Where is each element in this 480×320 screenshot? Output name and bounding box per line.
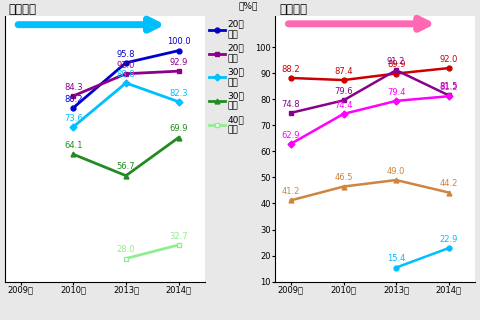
- Line: 30代
前半: 30代 前半: [71, 81, 181, 129]
- Text: 15.4: 15.4: [387, 254, 406, 263]
- Text: 79.4: 79.4: [387, 88, 406, 97]
- Text: 92.0: 92.0: [117, 60, 135, 69]
- Text: 81.5: 81.5: [440, 82, 458, 91]
- Line: 30代
後半: 30代 後半: [71, 135, 181, 178]
- Text: 84.3: 84.3: [64, 83, 83, 92]
- Text: 81.2: 81.2: [440, 83, 458, 92]
- 20代
前半: [288, 76, 294, 80]
- Text: 74.8: 74.8: [282, 100, 300, 109]
- 30代
前半: [123, 81, 129, 85]
- 20代
前半: [71, 106, 76, 110]
- Line: 20代
後半: 20代 後半: [71, 69, 181, 98]
- 20代
後半: [446, 93, 452, 97]
- 40代
前半: [393, 266, 399, 269]
- 20代
前半: [123, 61, 129, 65]
- Line: 30代
後半: 30代 後半: [288, 178, 451, 203]
- 40代
前半: [446, 246, 452, 250]
- Text: 69.9: 69.9: [169, 124, 188, 133]
- Text: 100.0: 100.0: [167, 37, 191, 46]
- Text: 41.2: 41.2: [282, 187, 300, 196]
- 30代
前半: [393, 99, 399, 103]
- 30代
後半: [288, 198, 294, 202]
- Line: 40代
前半: 40代 前半: [394, 245, 451, 270]
- Text: 44.2: 44.2: [440, 180, 458, 188]
- 30代
後半: [393, 178, 399, 182]
- Text: 32.7: 32.7: [169, 232, 188, 241]
- 30代
前半: [176, 100, 181, 104]
- 40代
前半: [176, 243, 181, 247]
- 30代
後半: [341, 185, 347, 188]
- Text: 【女性】: 【女性】: [279, 3, 307, 16]
- Line: 20代
前半: 20代 前半: [288, 66, 451, 83]
- 20代
後半: [176, 69, 181, 73]
- Text: 95.8: 95.8: [117, 50, 135, 59]
- Text: 64.1: 64.1: [64, 141, 83, 150]
- Text: （%）: （%）: [239, 2, 258, 11]
- 20代
後半: [341, 99, 347, 102]
- Legend: 20代
前半, 20代
後半, 30代
前半, 30代
後半, 40代
前半: 20代 前半, 20代 後半, 30代 前半, 30代 後半, 40代 前半: [205, 16, 248, 138]
- Text: 80.2: 80.2: [64, 95, 83, 104]
- 30代
後半: [176, 136, 181, 140]
- Text: 49.0: 49.0: [387, 167, 406, 176]
- Text: 【男性】: 【男性】: [9, 3, 37, 16]
- 30代
前半: [71, 125, 76, 129]
- Text: 87.4: 87.4: [334, 67, 353, 76]
- 20代
前半: [176, 49, 181, 52]
- 20代
後半: [393, 68, 399, 72]
- 20代
前半: [393, 72, 399, 76]
- 30代
後半: [446, 191, 452, 195]
- 40代
前半: [123, 257, 129, 260]
- Line: 20代
後半: 20代 後半: [288, 68, 451, 115]
- Text: 88.8: 88.8: [117, 70, 135, 79]
- Text: 91.2: 91.2: [387, 57, 406, 66]
- Text: 56.7: 56.7: [117, 163, 135, 172]
- Text: 92.9: 92.9: [169, 58, 188, 67]
- Line: 40代
前半: 40代 前半: [123, 243, 181, 261]
- 30代
前半: [341, 112, 347, 116]
- Text: 62.9: 62.9: [282, 131, 300, 140]
- 20代
後半: [288, 111, 294, 115]
- Text: 92.0: 92.0: [440, 55, 458, 64]
- Text: 88.2: 88.2: [282, 65, 300, 74]
- Text: 89.9: 89.9: [387, 60, 406, 69]
- Text: 46.5: 46.5: [334, 173, 353, 182]
- 30代
後半: [71, 152, 76, 156]
- 30代
前半: [446, 94, 452, 98]
- Text: 79.6: 79.6: [334, 87, 353, 96]
- Line: 20代
前半: 20代 前半: [71, 48, 181, 110]
- Line: 30代
前半: 30代 前半: [288, 94, 451, 146]
- 20代
前半: [446, 66, 452, 70]
- 20代
後半: [123, 72, 129, 76]
- 20代
後半: [71, 94, 76, 98]
- Text: 22.9: 22.9: [440, 235, 458, 244]
- Text: 82.3: 82.3: [169, 89, 188, 98]
- 30代
前半: [288, 142, 294, 146]
- Text: 74.4: 74.4: [334, 101, 353, 110]
- 20代
前半: [341, 78, 347, 82]
- Text: 73.6: 73.6: [64, 114, 83, 123]
- 30代
後半: [123, 174, 129, 178]
- Text: 28.0: 28.0: [117, 245, 135, 254]
